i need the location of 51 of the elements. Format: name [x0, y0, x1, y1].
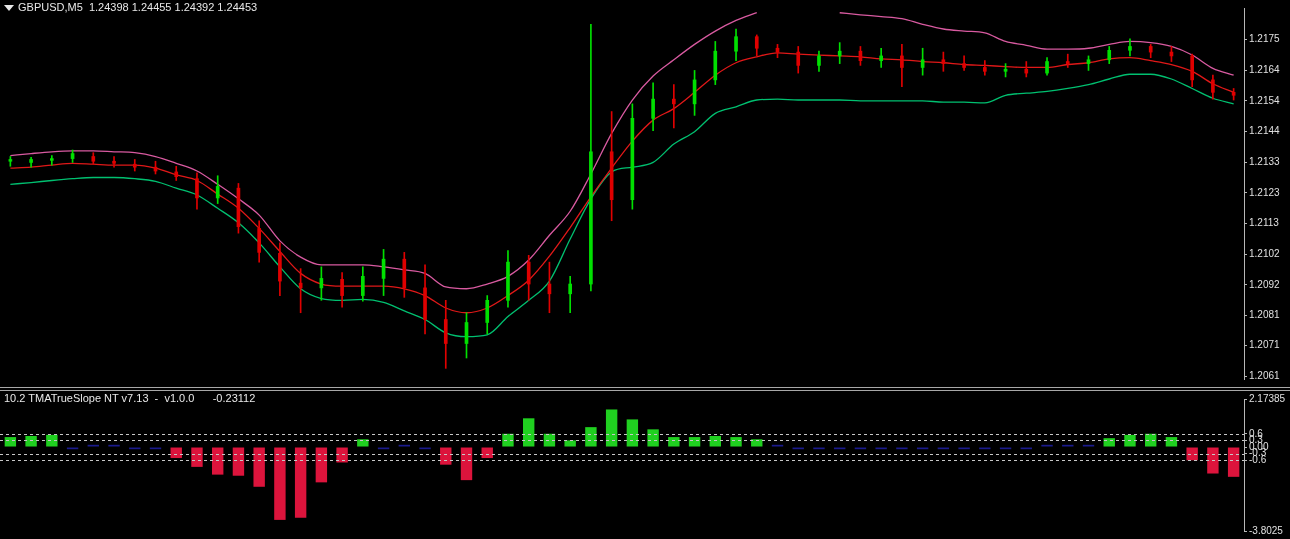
- bar: [523, 418, 535, 447]
- bar: [1186, 447, 1198, 461]
- bar: [564, 440, 576, 447]
- bar: [585, 427, 597, 447]
- bar: [709, 435, 721, 447]
- y-tick-label: 1.2092: [1249, 278, 1281, 290]
- y-tick-label: 1.2154: [1249, 94, 1281, 106]
- y-tick-label: -0.6: [1249, 454, 1267, 466]
- bar: [1165, 437, 1178, 447]
- bar: [25, 435, 37, 447]
- bar: [294, 447, 307, 518]
- bar: [440, 447, 452, 465]
- bar: [191, 447, 203, 467]
- bar: [543, 433, 556, 447]
- y-tick-label: 1.2061: [1249, 369, 1281, 381]
- bar: [212, 447, 224, 475]
- bar: [1124, 434, 1136, 447]
- y-tick-label: 1.2071: [1249, 339, 1281, 351]
- bar: [4, 437, 17, 447]
- bar: [357, 439, 369, 447]
- bar: [46, 434, 58, 447]
- y-tick-label: 1.2081: [1249, 309, 1281, 321]
- bar: [1145, 433, 1157, 447]
- y-tick-label: 1.2164: [1249, 64, 1281, 76]
- bar: [460, 447, 473, 481]
- y-tick-label: 1.2113: [1249, 217, 1280, 229]
- y-tick-label: 1.2175: [1249, 33, 1281, 45]
- chart-title: 10.2 TMATrueSlope NT v7.13 - v1.0.0 -0.23112: [4, 392, 256, 405]
- y-tick-label: 1.2102: [1249, 248, 1281, 260]
- bar: [336, 447, 348, 463]
- bar: [647, 429, 659, 447]
- bar: [605, 409, 618, 447]
- bar: [274, 447, 286, 520]
- y-tick-label: 1.2144: [1249, 125, 1281, 137]
- chart-title: GBPUSD,M5 1.24398 1.24455 1.24392 1.24453: [18, 1, 258, 14]
- bar: [253, 447, 265, 487]
- bar: [502, 433, 514, 447]
- bar: [1103, 438, 1115, 447]
- y-tick-label: -3.8025: [1249, 524, 1284, 536]
- y-tick-label: 1.2133: [1249, 156, 1281, 168]
- bar: [232, 447, 245, 476]
- bar: [1207, 447, 1219, 474]
- bar: [1227, 447, 1240, 477]
- bar: [688, 437, 701, 447]
- bar: [730, 437, 742, 447]
- bar: [668, 437, 680, 447]
- bar: [626, 419, 639, 447]
- bar: [751, 439, 763, 447]
- bar: [315, 447, 328, 483]
- y-tick-label: 1.2123: [1249, 186, 1281, 198]
- y-tick-label: 2.17385: [1249, 392, 1286, 404]
